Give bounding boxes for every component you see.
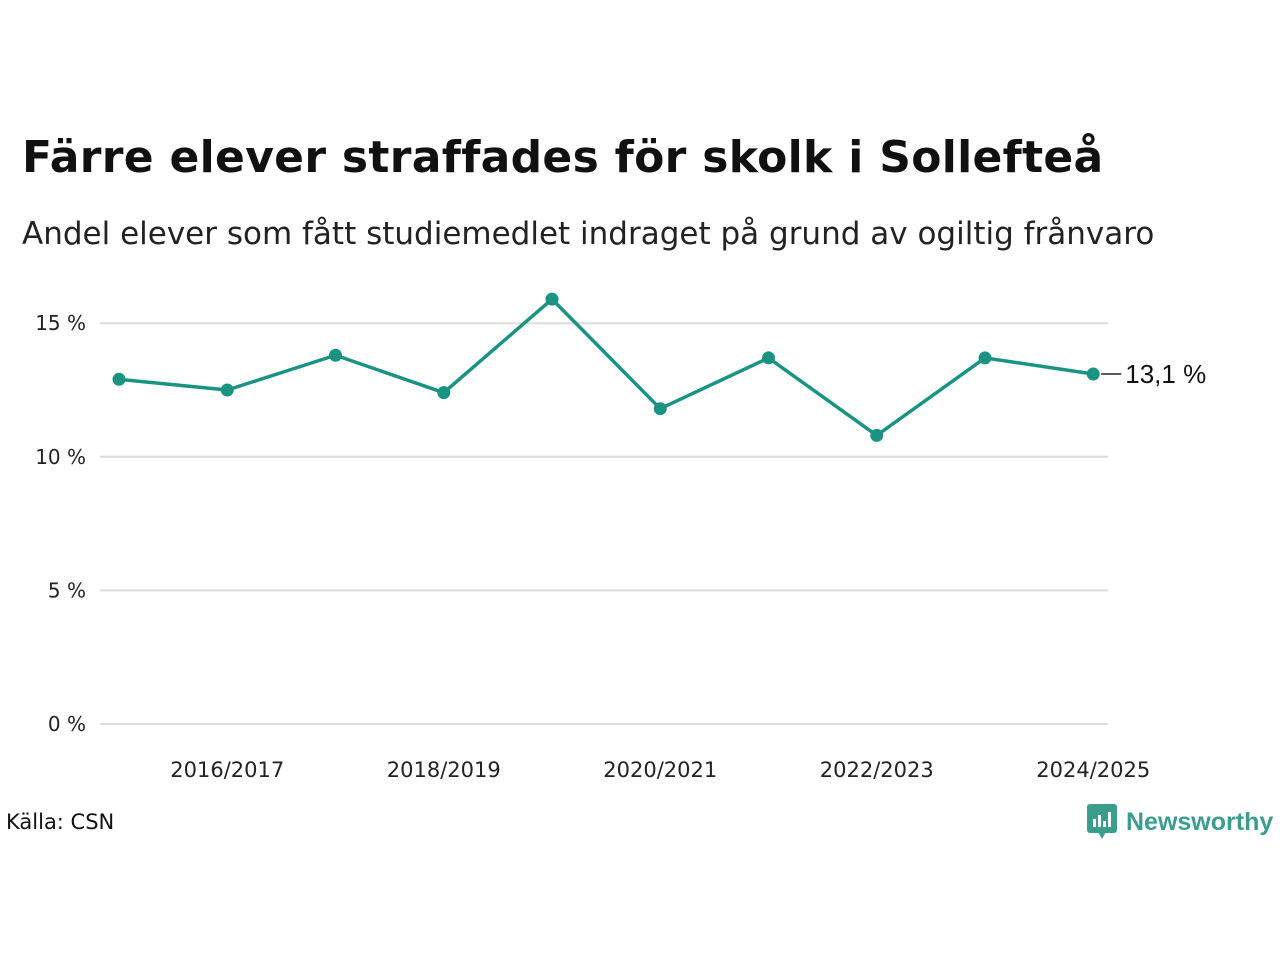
data-point bbox=[437, 386, 451, 400]
x-tick-label: 2016/2017 bbox=[170, 758, 284, 782]
x-tick-label: 2024/2025 bbox=[1036, 758, 1150, 782]
y-tick-label: 15 % bbox=[35, 311, 86, 335]
data-point bbox=[329, 348, 342, 362]
x-tick-label: 2018/2019 bbox=[387, 758, 501, 782]
x-axis-ticks: 2016/2017 2018/2019 2020/2021 2022/2023 2024… bbox=[170, 758, 1150, 782]
chart-subtitle: Andel elever som fått studiemedlet indra… bbox=[22, 216, 1155, 252]
data-point bbox=[1086, 367, 1100, 381]
bar-chart-speech-bubble-icon bbox=[1087, 804, 1117, 839]
x-tick-label: 2020/2021 bbox=[603, 758, 717, 782]
brand-name: Newsworthy bbox=[1126, 807, 1274, 836]
data-point bbox=[545, 292, 559, 306]
data-point bbox=[978, 351, 992, 365]
y-tick-label: 5 % bbox=[48, 578, 86, 602]
data-point bbox=[112, 372, 126, 386]
y-tick-label: 10 % bbox=[35, 445, 86, 469]
series-line bbox=[117, 297, 1095, 438]
y-tick-label: 0 % bbox=[48, 712, 86, 736]
y-axis-ticks: 0 % 5 % 10 % 15 % bbox=[35, 311, 86, 736]
brand-logo: Newsworthy bbox=[1087, 804, 1273, 840]
x-tick-label: 2022/2023 bbox=[820, 758, 934, 782]
data-point bbox=[220, 383, 234, 397]
series-layer bbox=[112, 292, 1100, 442]
data-point bbox=[653, 402, 667, 416]
gridlines bbox=[100, 322, 1108, 725]
data-point bbox=[762, 351, 775, 365]
end-label-layer: 13,1 % bbox=[1101, 359, 1206, 389]
source-note: Källa: CSN bbox=[6, 810, 115, 834]
end-value-label: 13,1 % bbox=[1125, 359, 1206, 389]
chart-title: Färre elever straffades för skolk i Soll… bbox=[22, 132, 1104, 183]
data-point bbox=[870, 428, 884, 442]
